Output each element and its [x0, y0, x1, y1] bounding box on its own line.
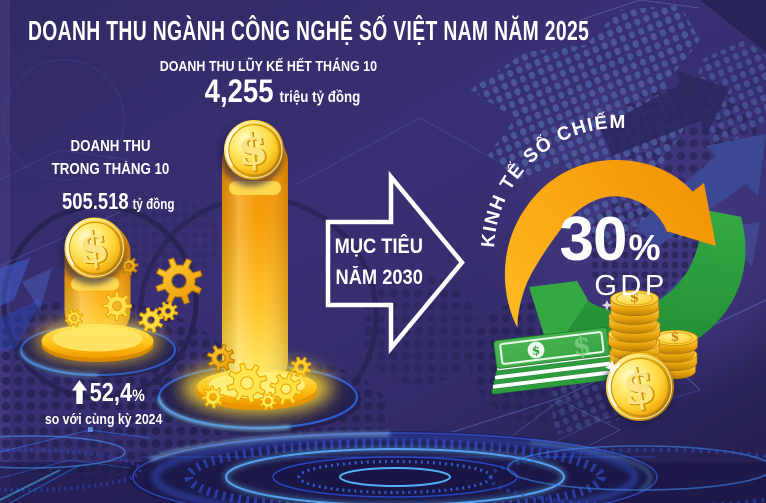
svg-text:$: $ [237, 125, 272, 178]
cumulative-coin-icon: $ $ [219, 120, 284, 187]
crystal-decorations [0, 258, 52, 352]
svg-text:$: $ [630, 290, 640, 306]
svg-text:$: $ [571, 330, 593, 362]
svg-text:$: $ [75, 221, 112, 275]
target-arrow-outline [325, 170, 465, 355]
circuit-decorations [0, 427, 151, 503]
monthly-revenue-unit: tỷ đồng [132, 197, 175, 213]
svg-text:$: $ [531, 343, 541, 358]
svg-text:$: $ [670, 330, 679, 345]
svg-text:$: $ [77, 222, 114, 276]
monthly-revenue-value: 505.518 [61, 188, 129, 214]
gdp-share-value: 30 [559, 205, 628, 274]
green-cycle-arrow [562, 209, 746, 357]
sparkle-icons [601, 300, 620, 375]
money-illustration: $ $ $ $ $ $ [491, 290, 698, 428]
growth-value: 52,4 [89, 377, 132, 407]
cumulative-revenue-pillar: $ $ [155, 120, 361, 433]
monthly-coin-icon: $ $ [60, 217, 126, 285]
growth-up-arrow-icon [71, 380, 87, 404]
gold-coin-icon: $ $ [601, 353, 674, 428]
platform-rings-decoration [0, 431, 766, 503]
gdp-share-percent-sign: % [628, 227, 661, 268]
page-title: DOANH THU NGÀNH CÔNG NGHỆ SỐ VIỆT NAM NĂ… [28, 14, 590, 46]
green-cycle-arrowhead [529, 281, 588, 345]
cumulative-revenue-value: 4,255 [204, 73, 274, 109]
svg-text:$: $ [235, 124, 270, 177]
cash-stack: $ $ [491, 327, 623, 395]
monthly-revenue-pillar: $ $ [18, 217, 207, 378]
cumulative-revenue-unit: triệu tỷ đồng [279, 89, 360, 106]
growth-percent-sign: % [131, 386, 145, 405]
coin-stack-short: $ [648, 329, 698, 380]
orange-cycle-arrow [504, 160, 716, 328]
